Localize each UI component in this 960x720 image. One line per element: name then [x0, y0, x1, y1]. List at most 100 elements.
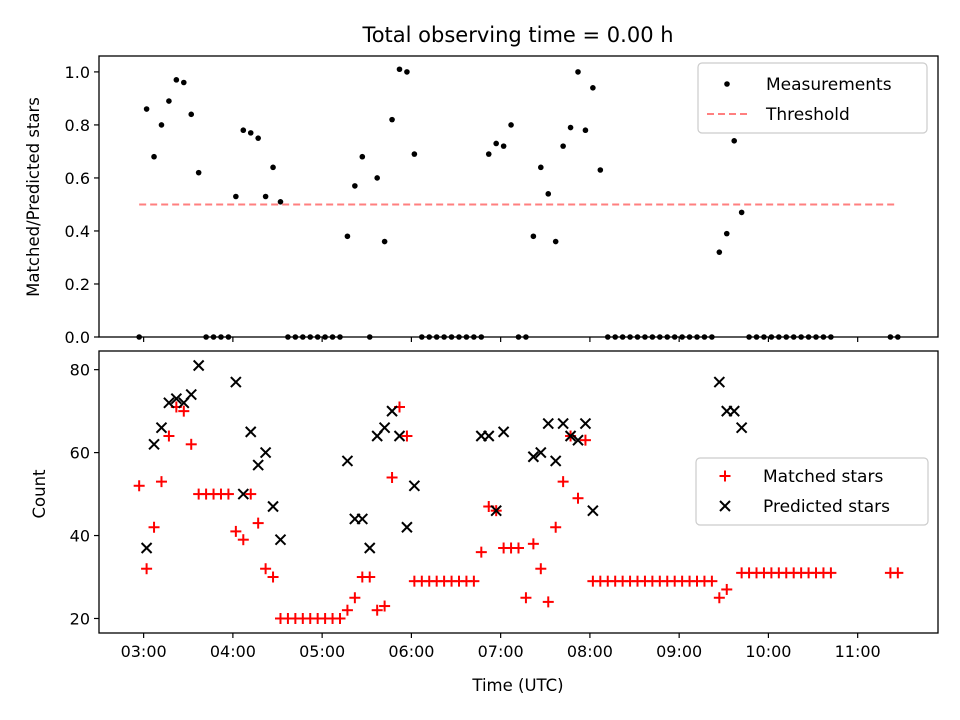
x-tick-label: 04:00 [210, 642, 256, 661]
measurement-point [166, 98, 172, 104]
predicted-star-marker [490, 504, 502, 517]
bottom-legend: Matched stars Predicted stars [695, 457, 929, 526]
predicted-star-marker [267, 500, 279, 513]
matched-star-marker [148, 521, 160, 533]
matched-star-marker [141, 563, 153, 575]
predicted-star-marker [557, 417, 569, 430]
x-stroke [393, 430, 406, 442]
predicted-star-marker [185, 388, 197, 401]
measurement-point [240, 127, 247, 134]
measurement-point [404, 69, 410, 75]
measurement-point [590, 85, 596, 91]
y-tick-label: 60 [70, 444, 90, 463]
legend-predicted-marker [719, 500, 731, 512]
y-tick-label: 80 [70, 361, 90, 380]
predicted-star-marker [393, 430, 406, 442]
measurement-point [582, 127, 589, 134]
x-tick-label: 11:00 [835, 642, 881, 661]
x-stroke [490, 504, 502, 517]
matched-star-marker [349, 592, 361, 604]
matched-star-marker [386, 471, 398, 483]
x-stroke [557, 417, 569, 430]
measurement-point [731, 138, 738, 144]
measurement-point [538, 164, 544, 171]
x-stroke [713, 376, 726, 388]
y-tick-label: 0.8 [65, 116, 90, 135]
predicted-star-marker [386, 405, 398, 417]
top-y-axis-label: Matched/Predicted stars [24, 97, 43, 297]
matched-star-marker [401, 430, 413, 442]
matched-star-marker [260, 563, 272, 575]
matched-star-marker [475, 546, 487, 558]
predicted-star-marker [140, 542, 153, 554]
measurement-point [723, 230, 730, 237]
measurement-point [575, 69, 581, 75]
predicted-star-marker [378, 422, 391, 434]
matched-star-marker [572, 492, 584, 504]
matched-star-marker [155, 476, 167, 488]
x-stroke [587, 504, 599, 517]
predicted-star-marker [230, 376, 242, 388]
matched-star-marker [230, 525, 242, 537]
matched-star-marker [245, 488, 257, 500]
legend-matched-marker [719, 470, 731, 482]
measurement-point [738, 209, 745, 216]
measurement-point [277, 199, 284, 205]
y-tick-label: 20 [70, 609, 90, 628]
x-tick-label: 10:00 [745, 642, 791, 661]
predicted-star-marker [192, 359, 205, 372]
matched-star-marker [721, 583, 733, 595]
predicted-star-marker [237, 488, 250, 500]
x-stroke [274, 533, 287, 546]
bottom-plot-area [133, 359, 904, 624]
legend-measurement-marker [724, 81, 730, 87]
top-legend: Measurements Threshold [697, 62, 928, 134]
x-stroke [579, 417, 592, 430]
measurement-point [344, 233, 351, 240]
y-tick-label: 0.6 [65, 169, 90, 188]
measurement-point [143, 106, 150, 112]
x-stroke [259, 446, 272, 459]
matched-star-marker [371, 604, 383, 616]
y-tick-label: 0.4 [65, 222, 90, 241]
measurement-point [389, 116, 395, 123]
predicted-star-marker [587, 504, 599, 517]
measurement-point [173, 77, 180, 83]
legend-label-matched: Matched stars [763, 467, 883, 487]
x-stroke [163, 397, 175, 409]
x-stroke [497, 426, 510, 438]
x-stroke [728, 405, 740, 417]
predicted-star-marker [728, 405, 740, 417]
predicted-star-marker [259, 446, 272, 459]
y-tick-label: 0.0 [65, 328, 90, 347]
predicted-star-marker [572, 434, 584, 446]
predicted-star-marker [579, 417, 592, 430]
predicted-star-marker [364, 542, 376, 554]
measurement-point [374, 175, 380, 181]
matched-star-marker [520, 592, 532, 604]
x-tick-label: 06:00 [388, 642, 434, 661]
x-stroke [230, 376, 242, 388]
matched-star-marker [535, 563, 547, 575]
x-stroke [192, 359, 205, 372]
measurement-point [381, 238, 388, 245]
x-stroke [564, 430, 577, 442]
x-tick-label: 07:00 [478, 642, 524, 661]
matched-star-marker [579, 434, 591, 446]
measurement-point [262, 193, 269, 200]
predicted-star-marker [542, 417, 554, 430]
x-stroke [356, 513, 369, 525]
x-stroke [140, 542, 153, 554]
x-stroke [408, 480, 421, 492]
matched-star-marker [468, 575, 480, 587]
measurement-point [255, 135, 261, 141]
predicted-star-marker [341, 455, 354, 467]
x-stroke [237, 488, 250, 500]
predicted-star-marker [735, 422, 748, 434]
matched-star-marker [892, 567, 904, 579]
predicted-star-marker [535, 446, 547, 459]
measurement-point [411, 151, 418, 157]
x-stroke [735, 422, 748, 434]
predicted-star-marker [170, 392, 183, 405]
predicted-star-marker [497, 426, 510, 438]
